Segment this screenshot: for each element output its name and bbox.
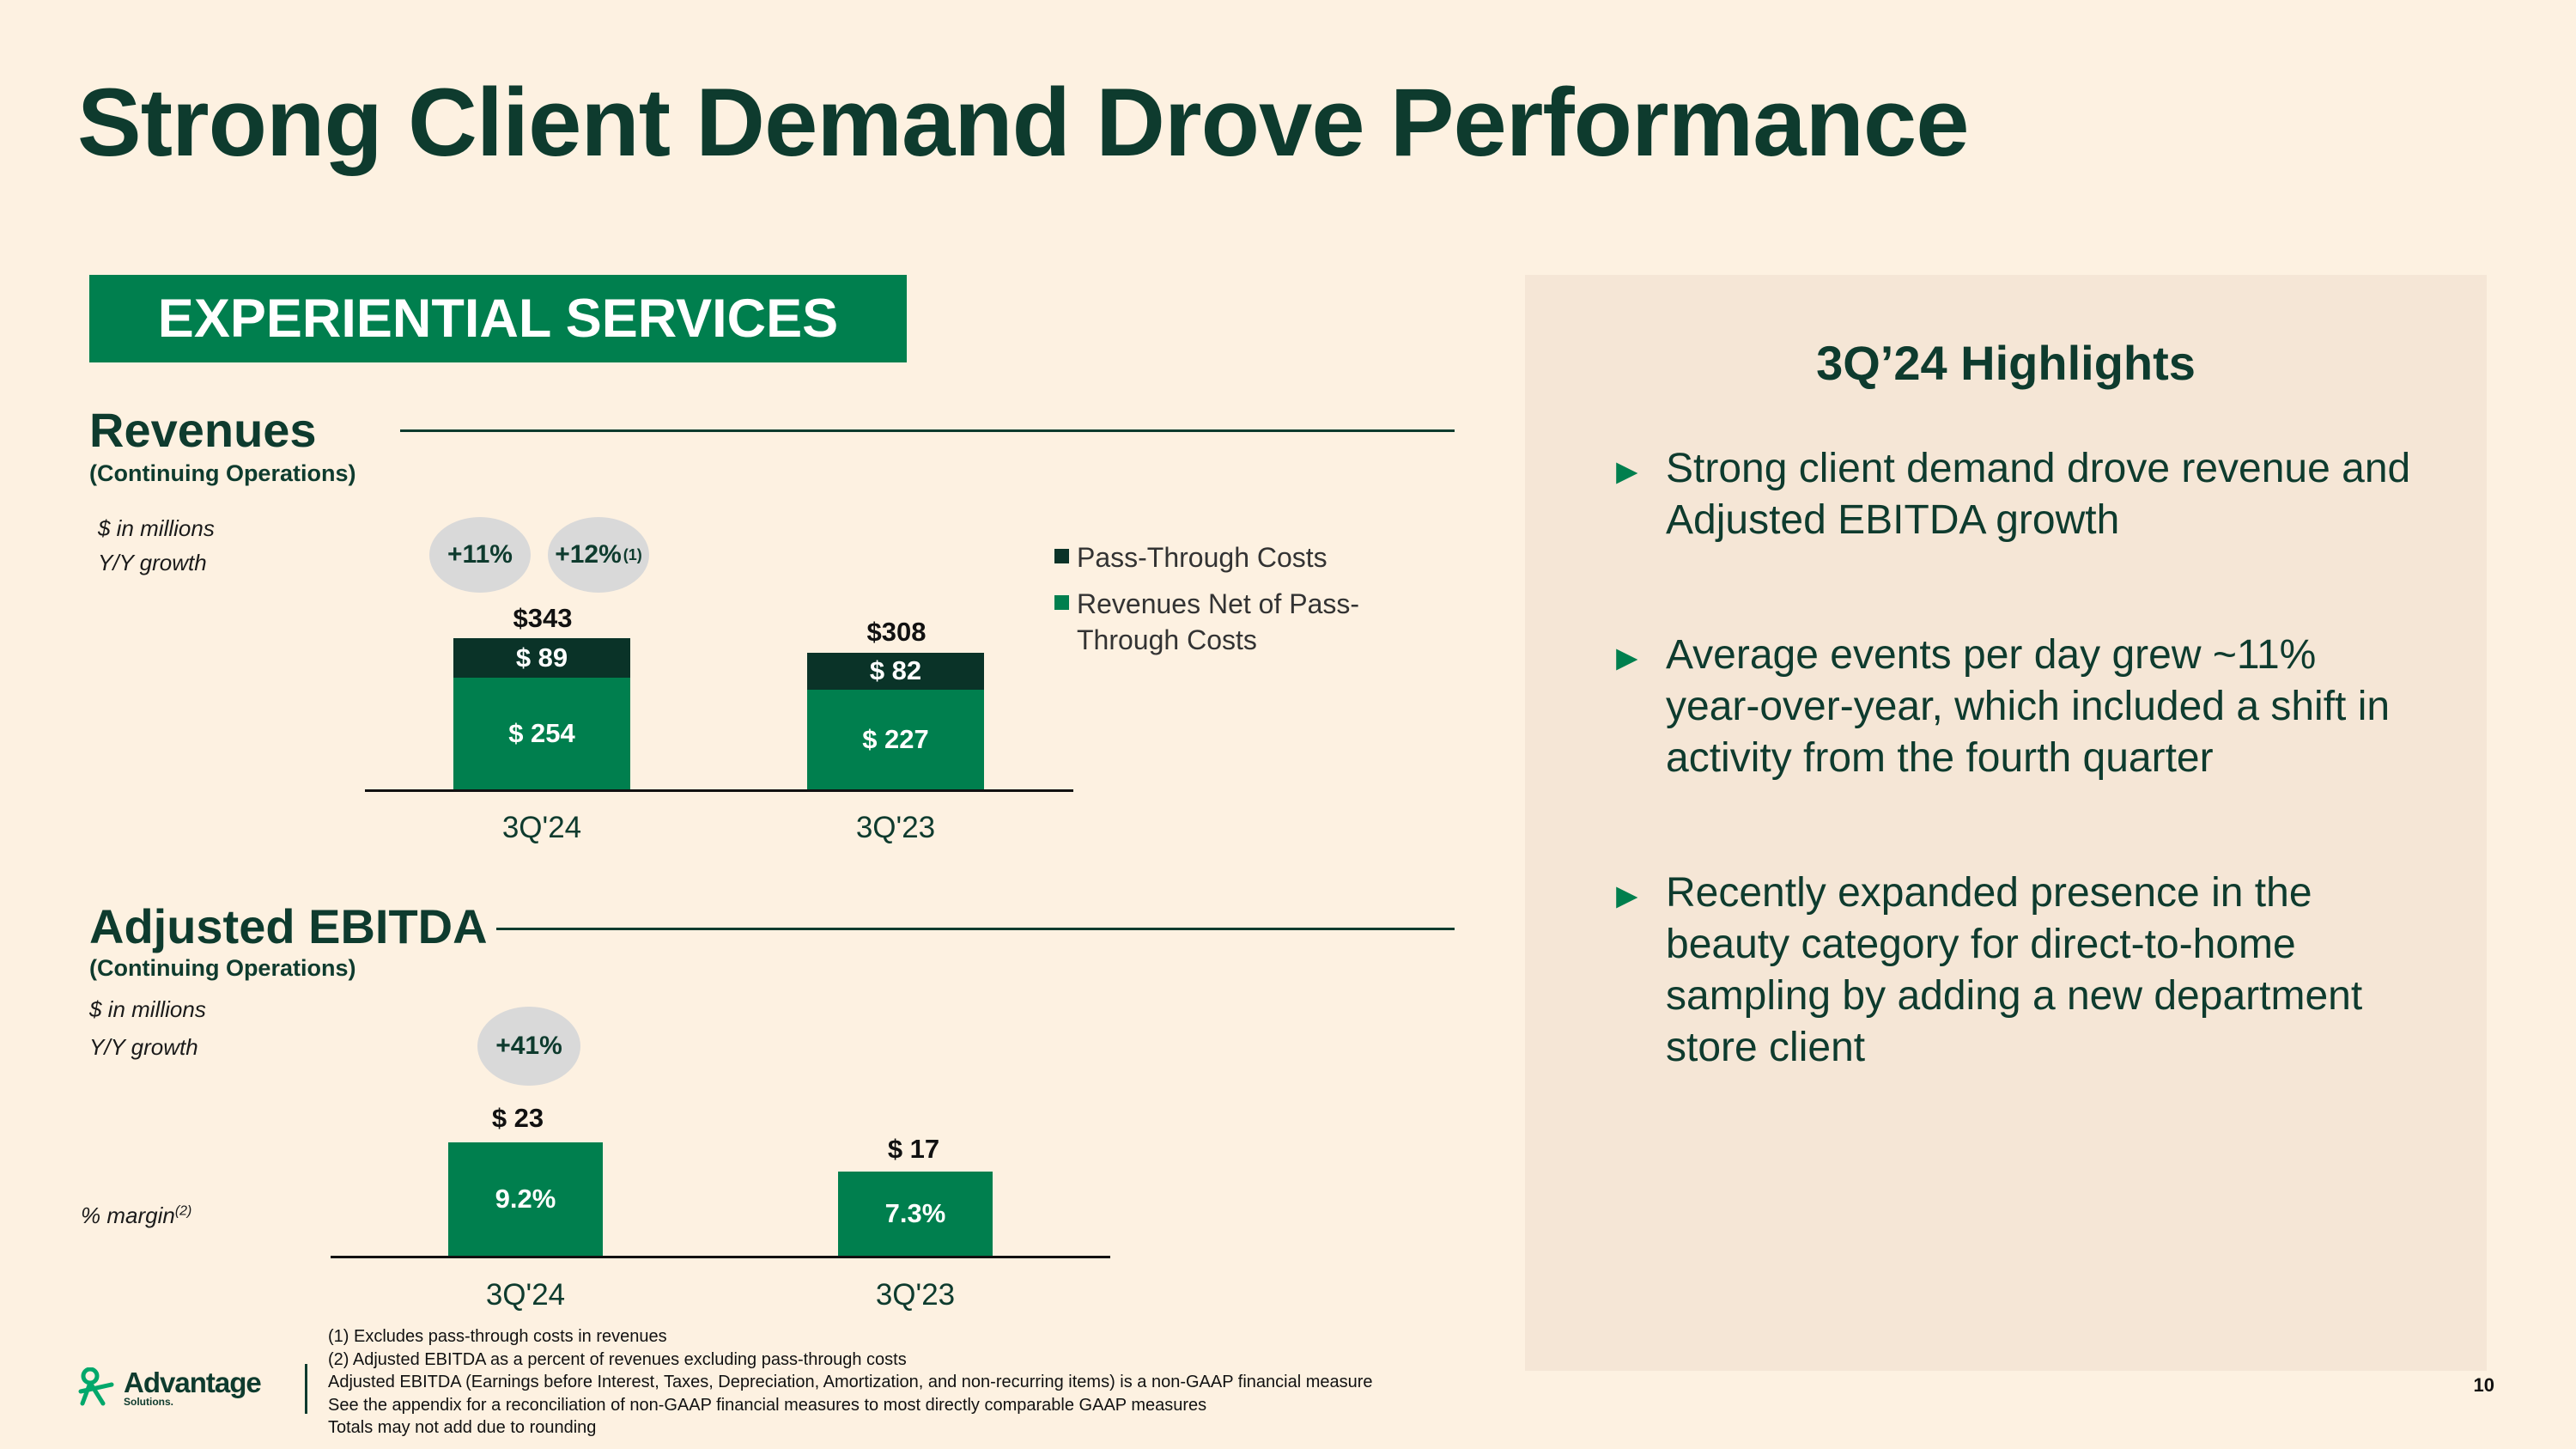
revenues-title: Revenues — [89, 403, 317, 457]
footnote-line: (2) Adjusted EBITDA as a percent of reve… — [328, 1349, 907, 1369]
ebitda-margin-value: 9.2% — [495, 1184, 556, 1214]
footnote-line: Totals may not add due to rounding — [328, 1418, 597, 1437]
highlights-title: 3Q’24 Highlights — [1816, 336, 2196, 390]
revenues-subtitle: (Continuing Operations) — [89, 460, 356, 486]
legend-swatch — [1054, 595, 1069, 610]
revenues-rule — [400, 429, 1455, 432]
ebitda-value-label: $ 17 — [887, 1134, 940, 1164]
revenues-growth-adjusted-value: +12% — [555, 540, 622, 569]
page-number: 10 — [2473, 1374, 2494, 1396]
section-banner: EXPERIENTIAL SERVICES — [89, 275, 907, 362]
legend-label: Pass-Through Costs — [1077, 542, 1327, 573]
ebitda-bar: 9.2% — [448, 1142, 603, 1256]
footnotes: (1) Excludes pass-through costs in reven… — [328, 1325, 1373, 1440]
revenues-net-bar: $ 254 — [453, 677, 630, 789]
margin-label-text: % margin — [81, 1202, 175, 1228]
bar-value-label: $ 89 — [515, 642, 568, 673]
highlight-text: Recently expanded presence in the beauty… — [1666, 870, 2363, 1070]
revenues-x-tick: 3Q'24 — [501, 811, 582, 844]
ebitda-growth-bubble: +41% — [477, 1007, 580, 1086]
logo-sub: Solutions. — [124, 1395, 173, 1408]
ebitda-bar: 7.3% — [838, 1172, 993, 1256]
ebitda-x-tick: 3Q'23 — [875, 1278, 956, 1312]
revenues-x-tick: 3Q'23 — [855, 811, 936, 844]
highlight-item: ► Average events per day grew ~11% year-… — [1609, 630, 2416, 784]
ebitda-title: Adjusted EBITDA — [89, 899, 488, 953]
footnote-line: See the appendix for a reconciliation of… — [328, 1395, 1207, 1415]
arrow-right-icon: ► — [1609, 637, 1645, 678]
revenues-unit-note: $ in millions — [98, 515, 215, 541]
revenues-growth-adjusted-bubble: +12% (1) — [548, 517, 649, 593]
revenues-total-label: $308 — [866, 617, 927, 647]
bar-value-label: $ 82 — [869, 655, 922, 686]
margin-label: % margin(2) — [81, 1202, 191, 1229]
highlight-text: Strong client demand drove revenue and A… — [1666, 446, 2411, 543]
page-title: Strong Client Demand Drove Performance — [77, 69, 1969, 176]
ebitda-subtitle: (Continuing Operations) — [89, 955, 356, 981]
highlight-item: ► Strong client demand drove revenue and… — [1609, 443, 2416, 546]
bar-value-label: $ 254 — [508, 717, 575, 748]
footer-divider — [305, 1364, 307, 1414]
arrow-right-icon: ► — [1609, 451, 1645, 491]
footnote-line: (1) Excludes pass-through costs in reven… — [328, 1327, 667, 1346]
ebitda-rule — [496, 928, 1455, 930]
ebitda-growth-note: Y/Y growth — [89, 1034, 198, 1060]
revenues-net-bar: $ 227 — [807, 689, 984, 789]
advantage-logo-icon — [78, 1367, 114, 1406]
footnote-ref-2: (2) — [174, 1203, 192, 1219]
ebitda-unit-note: $ in millions — [89, 996, 206, 1022]
revenues-pass-through-bar: $ 82 — [807, 653, 984, 690]
revenues-growth-note: Y/Y growth — [98, 550, 207, 575]
highlight-text: Average events per day grew ~11% year-ov… — [1666, 632, 2391, 781]
legend-item: Revenues Net of Pass-Through Costs — [1054, 586, 1398, 658]
highlights-panel — [1525, 275, 2487, 1371]
logo-name: Advantage — [124, 1366, 262, 1398]
revenues-pass-through-bar: $ 89 — [453, 638, 630, 678]
ebitda-value-label: $ 23 — [491, 1103, 544, 1133]
legend-label: Revenues Net of Pass-Through Costs — [1077, 588, 1360, 655]
legend-item: Pass-Through Costs — [1054, 539, 1415, 575]
arrow-right-icon: ► — [1609, 875, 1645, 916]
footnote-line: Adjusted EBITDA (Earnings before Interes… — [328, 1373, 1373, 1391]
revenues-growth-bubble: +11% — [429, 517, 531, 593]
ebitda-x-tick: 3Q'24 — [485, 1278, 566, 1312]
revenues-total-label: $343 — [513, 603, 573, 633]
highlight-item: ► Recently expanded presence in the beau… — [1609, 868, 2416, 1074]
revenues-x-axis — [365, 789, 1073, 792]
ebitda-margin-value: 7.3% — [884, 1198, 946, 1229]
legend-swatch — [1054, 549, 1069, 563]
revenues-growth-value: +11% — [447, 540, 513, 569]
bar-value-label: $ 227 — [862, 723, 929, 754]
ebitda-x-axis — [331, 1256, 1110, 1258]
footnote-ref-1: (1) — [623, 545, 642, 563]
company-logo: Advantage Solutions. — [77, 1366, 262, 1408]
revenues-legend: Pass-Through Costs Revenues Net of Pass-… — [1054, 539, 1415, 658]
ebitda-growth-value: +41% — [495, 1032, 562, 1060]
